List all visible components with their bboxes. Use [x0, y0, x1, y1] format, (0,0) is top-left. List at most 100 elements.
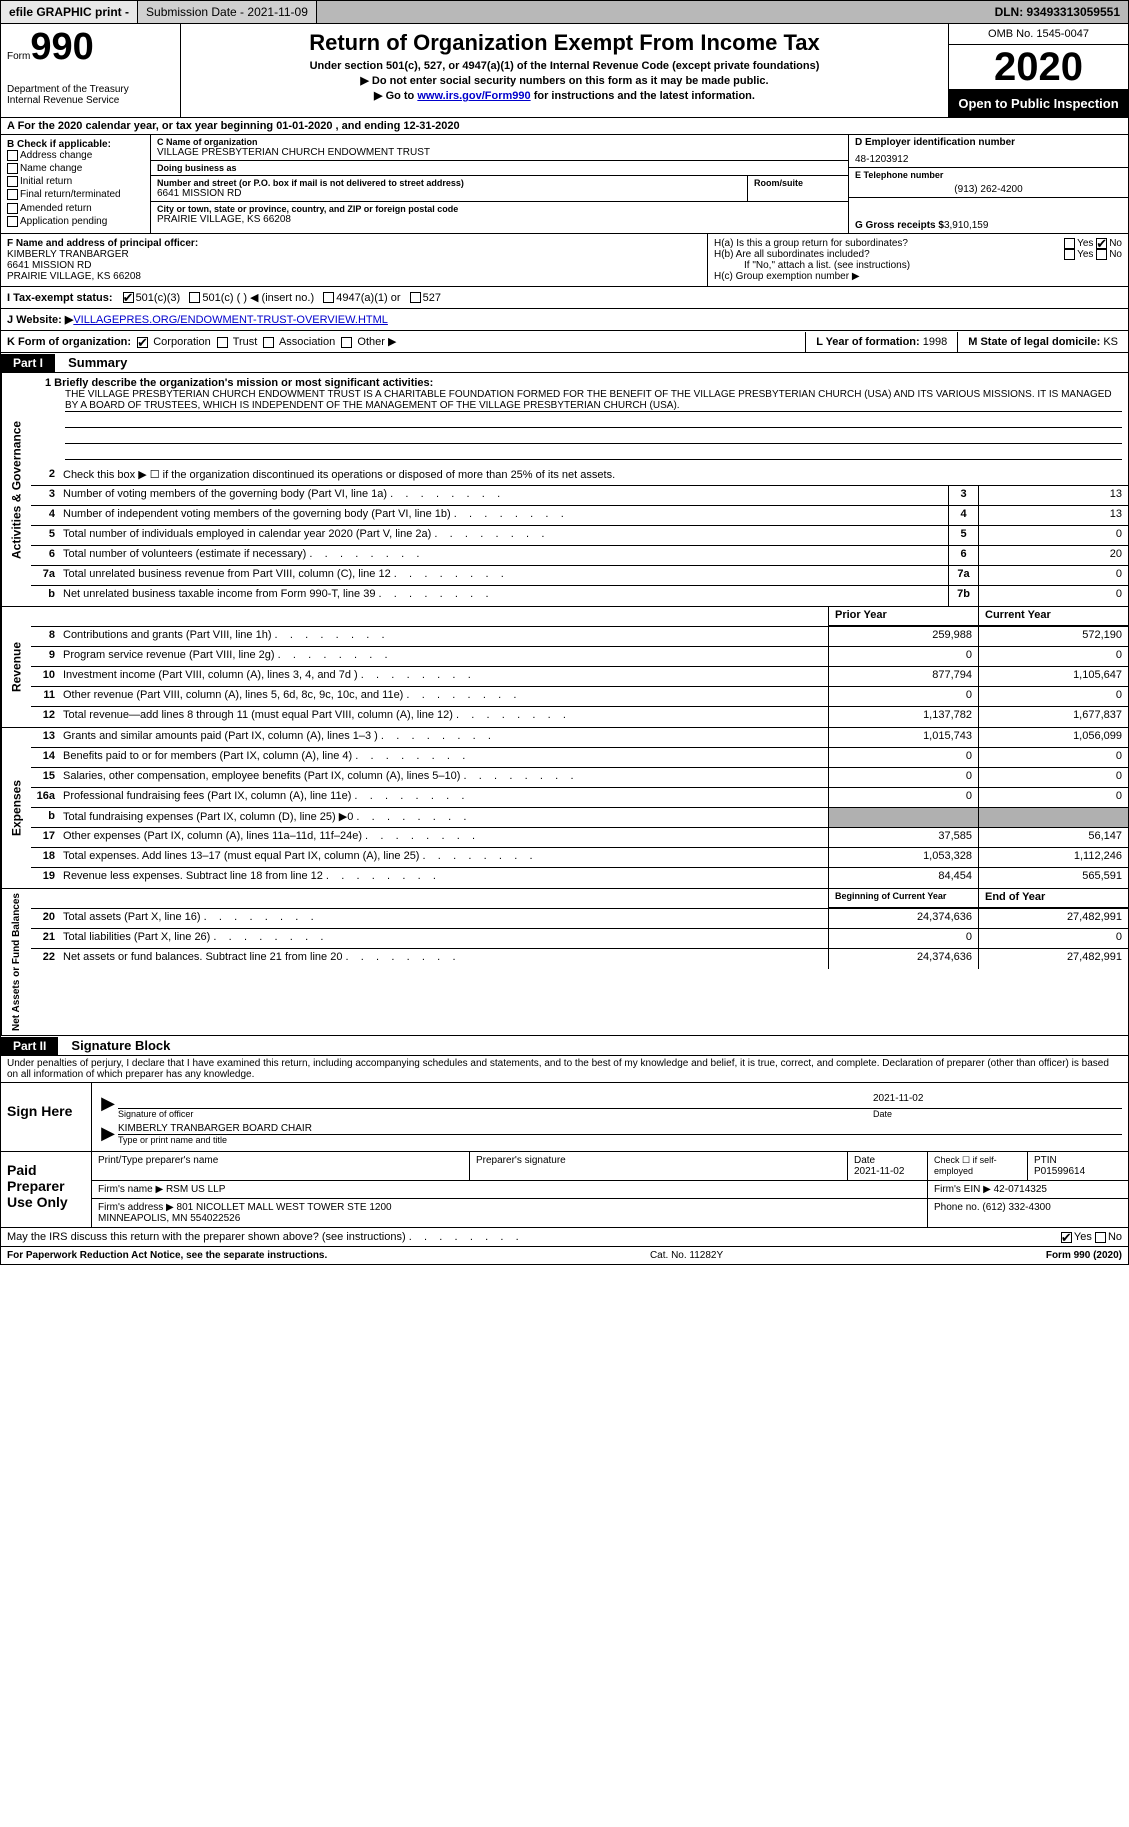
gov-line: 6Total number of volunteers (estimate if…: [31, 546, 1128, 566]
h-b-label: H(b) Are all subordinates included?: [714, 249, 870, 260]
sig-officer-label: Signature of officer: [118, 1109, 865, 1119]
street-address: 6641 MISSION RD: [157, 188, 741, 199]
chk-other[interactable]: [341, 337, 352, 348]
org-name: VILLAGE PRESBYTERIAN CHURCH ENDOWMENT TR…: [157, 147, 842, 158]
vlabel-revenue: Revenue: [1, 607, 31, 727]
sig-date-label: Date: [865, 1109, 1122, 1119]
h-a-label: H(a) Is this a group return for subordin…: [714, 238, 908, 249]
chk-application-pending[interactable]: Application pending: [7, 216, 144, 227]
officer-name: KIMBERLY TRANBARGER: [7, 249, 701, 260]
chk-association[interactable]: [263, 337, 274, 348]
revenue-section: Revenue Prior Year Current Year 8Contrib…: [1, 607, 1128, 728]
h-a-yesno: Yes No: [1064, 238, 1122, 249]
chk-name-change[interactable]: Name change: [7, 163, 144, 174]
row-j-website: J Website: ▶ VILLAGEPRES.ORG/ENDOWMENT-T…: [1, 309, 1128, 331]
dln: DLN: 93493313059551: [987, 3, 1128, 21]
tax-status-label: I Tax-exempt status:: [7, 292, 113, 304]
chk-501c[interactable]: [189, 292, 200, 303]
gov-line: 3Number of voting members of the governi…: [31, 486, 1128, 506]
form990-link[interactable]: www.irs.gov/Form990: [417, 90, 530, 102]
vlabel-net-assets: Net Assets or Fund Balances: [1, 889, 31, 1035]
org-name-cell: C Name of organization VILLAGE PRESBYTER…: [151, 135, 848, 161]
part-1-header: Part I Summary: [1, 353, 1128, 373]
discuss-row: May the IRS discuss this return with the…: [1, 1228, 1128, 1247]
data-line: 18Total expenses. Add lines 13–17 (must …: [31, 848, 1128, 868]
row-i-tax-status: I Tax-exempt status: 501(c)(3) 501(c) ( …: [1, 287, 1128, 309]
mission-block: 1 Briefly describe the organization's mi…: [31, 373, 1128, 466]
ptin-label: PTIN: [1034, 1155, 1122, 1166]
h-section: H(a) Is this a group return for subordin…: [708, 234, 1128, 286]
ein-cell: D Employer identification number 48-1203…: [849, 135, 1128, 168]
self-employed-check[interactable]: Check ☐ if self-employed: [928, 1152, 1028, 1180]
chk-address-change[interactable]: Address change: [7, 150, 144, 161]
chk-4947[interactable]: [323, 292, 334, 303]
data-line: bTotal fundraising expenses (Part IX, co…: [31, 808, 1128, 828]
principal-officer: F Name and address of principal officer:…: [1, 234, 708, 286]
sign-here-block: Sign Here ▶ 2021-11-02 Signature of offi…: [1, 1083, 1128, 1152]
header-left: Form990 Department of the Treasury Inter…: [1, 24, 181, 117]
gov-line: 5Total number of individuals employed in…: [31, 526, 1128, 546]
tel-label: E Telephone number: [855, 170, 1122, 180]
ptin-value: P01599614: [1034, 1166, 1122, 1177]
data-line: 16aProfessional fundraising fees (Part I…: [31, 788, 1128, 808]
h-b-yesno: Yes No: [1064, 249, 1122, 260]
arrow-icon: ▶: [98, 1093, 118, 1119]
h-b-note: If "No," attach a list. (see instruction…: [714, 260, 1122, 271]
end-year-hdr: End of Year: [978, 889, 1128, 908]
discuss-question: May the IRS discuss this return with the…: [7, 1231, 1061, 1243]
firm-ein: 42-0714325: [994, 1184, 1047, 1195]
paid-preparer-block: Paid Preparer Use Only Print/Type prepar…: [1, 1152, 1128, 1228]
mission-question: 1 Briefly describe the organization's mi…: [45, 377, 1122, 389]
chk-final-return[interactable]: Final return/terminated: [7, 189, 144, 200]
discuss-yesno: Yes No: [1061, 1231, 1122, 1243]
data-line: 8Contributions and grants (Part VIII, li…: [31, 627, 1128, 647]
row-f-h: F Name and address of principal officer:…: [1, 234, 1128, 287]
city-cell: City or town, state or province, country…: [151, 202, 848, 227]
chk-amended-return[interactable]: Amended return: [7, 203, 144, 214]
form-label: Form: [7, 51, 30, 62]
name-title-label: Type or print name and title: [118, 1135, 1122, 1145]
efile-print-button[interactable]: efile GRAPHIC print -: [1, 1, 138, 23]
prep-date: 2021-11-02: [854, 1166, 921, 1177]
domicile-label: M State of legal domicile:: [968, 336, 1103, 348]
firm-phone-label: Phone no.: [934, 1202, 982, 1213]
firm-addr-label: Firm's address ▶: [98, 1202, 177, 1213]
form-title: Return of Organization Exempt From Incom…: [189, 30, 940, 56]
chk-501c3[interactable]: [123, 292, 134, 303]
gross-label: G Gross receipts $: [855, 220, 944, 231]
preparer-sig-label: Preparer's signature: [470, 1152, 848, 1180]
chk-trust[interactable]: [217, 337, 228, 348]
data-line: 15Salaries, other compensation, employee…: [31, 768, 1128, 788]
chk-initial-return[interactable]: Initial return: [7, 176, 144, 187]
governance-section: Activities & Governance 1 Briefly descri…: [1, 373, 1128, 607]
arrow-icon: ▶: [98, 1123, 118, 1145]
website-link[interactable]: VILLAGEPRES.ORG/ENDOWMENT-TRUST-OVERVIEW…: [73, 314, 388, 326]
part-2-title: Signature Block: [61, 1036, 180, 1055]
form-org-label: K Form of organization:: [7, 336, 131, 348]
subtitle-2: ▶ Do not enter social security numbers o…: [189, 74, 940, 87]
domicile-state: KS: [1103, 336, 1118, 348]
footer-left: For Paperwork Reduction Act Notice, see …: [7, 1250, 327, 1261]
form-footer: For Paperwork Reduction Act Notice, see …: [1, 1247, 1128, 1264]
footer-catalog: Cat. No. 11282Y: [327, 1250, 1046, 1261]
part-1-title: Summary: [58, 353, 137, 372]
prep-row-3: Firm's address ▶ 801 NICOLLET MALL WEST …: [92, 1199, 1128, 1227]
city-state-zip: PRAIRIE VILLAGE, KS 66208: [157, 214, 842, 225]
footer-right: Form 990 (2020): [1046, 1250, 1122, 1261]
officer-name-title: KIMBERLY TRANBARGER BOARD CHAIR: [118, 1123, 1122, 1135]
data-line: 10Investment income (Part VIII, column (…: [31, 667, 1128, 687]
data-line: 19Revenue less expenses. Subtract line 1…: [31, 868, 1128, 888]
tel-value: (913) 262-4200: [855, 184, 1122, 195]
chk-corporation[interactable]: [137, 337, 148, 348]
na-header-row: Beginning of Current Year End of Year: [31, 889, 1128, 909]
website-label: J Website: ▶: [7, 313, 73, 326]
chk-527[interactable]: [410, 292, 421, 303]
firm-name: RSM US LLP: [166, 1184, 225, 1195]
mission-text: THE VILLAGE PRESBYTERIAN CHURCH ENDOWMEN…: [65, 389, 1122, 412]
officer-label: F Name and address of principal officer:: [7, 238, 701, 249]
header-right: OMB No. 1545-0047 2020 Open to Public In…: [948, 24, 1128, 117]
year-formation-label: L Year of formation:: [816, 336, 923, 348]
prep-date-label: Date: [854, 1155, 921, 1166]
firm-name-label: Firm's name ▶: [98, 1184, 166, 1195]
prep-row-2: Firm's name ▶ RSM US LLP Firm's EIN ▶ 42…: [92, 1181, 1128, 1199]
